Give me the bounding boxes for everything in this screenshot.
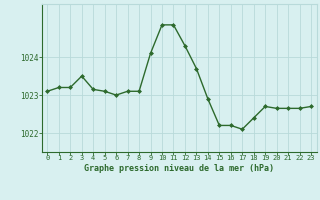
X-axis label: Graphe pression niveau de la mer (hPa): Graphe pression niveau de la mer (hPa) xyxy=(84,164,274,173)
